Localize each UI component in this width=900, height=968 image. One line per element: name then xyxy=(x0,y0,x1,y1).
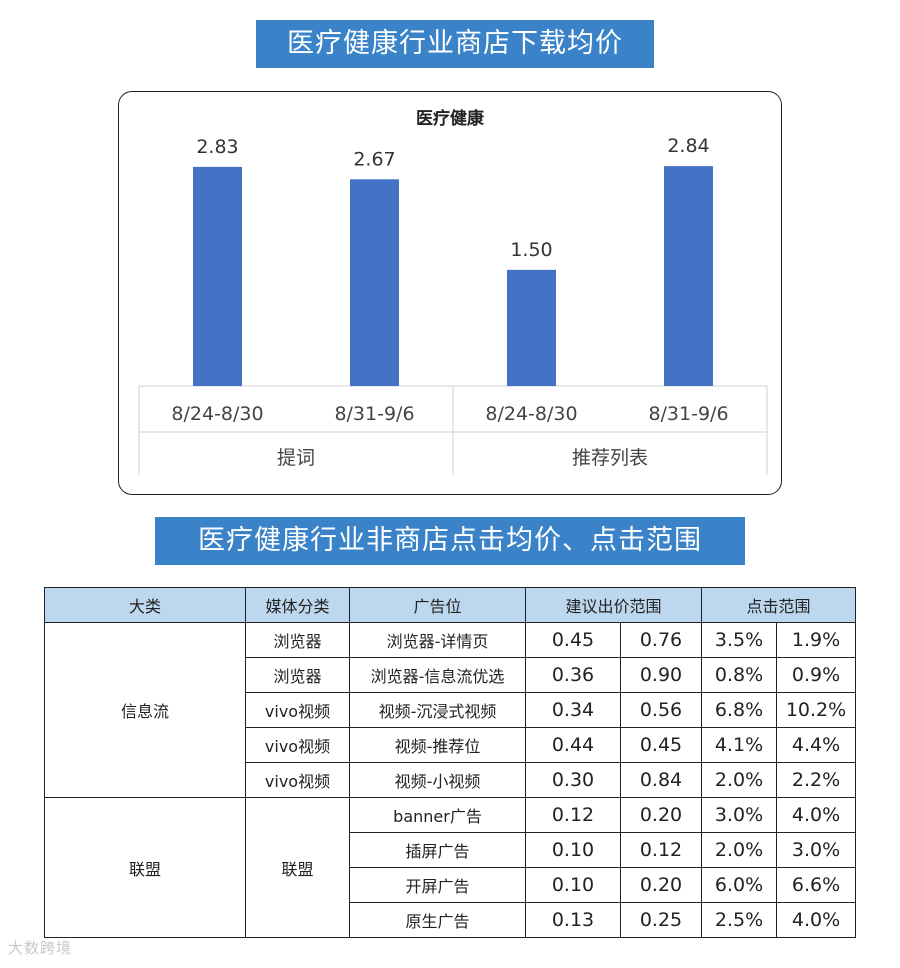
table-row: vivo视频 视频-沉浸式视频 0.34 0.56 6.8% 10.2% xyxy=(45,692,857,728)
ad-slot-cell: 浏览器-信息流优选 xyxy=(349,657,526,693)
ad-slot-cell: 视频-小视频 xyxy=(349,762,526,798)
x-tick-label: 8/24-8/30 xyxy=(485,403,577,425)
bid-high-cell: 0.20 xyxy=(619,797,703,833)
x-tick-label: 8/24-8/30 xyxy=(171,403,263,425)
chart-panel: 医疗健康 2.83 8/24-8/30 2.67 8/31-9/6 提词 1.50 8/24-… xyxy=(118,91,782,495)
category-cell: 信息流 xyxy=(44,622,246,798)
bid-high-cell: 0.20 xyxy=(619,867,703,903)
click-high-cell: 4.0% xyxy=(776,797,857,833)
group-label: 推荐列表 xyxy=(572,447,648,469)
media-cell: vivo视频 xyxy=(245,762,350,798)
media-cell: 浏览器 xyxy=(245,622,350,658)
media-cell: vivo视频 xyxy=(245,727,350,763)
bid-low-cell: 0.10 xyxy=(525,832,621,868)
bid-low-cell: 0.36 xyxy=(525,657,621,693)
bid-low-cell: 0.34 xyxy=(525,692,621,728)
click-high-cell: 2.2% xyxy=(776,762,857,798)
bid-high-cell: 0.56 xyxy=(619,692,703,728)
bar-value-label: 2.83 xyxy=(196,136,238,158)
click-price-table: 大类 媒体分类 广告位 建议出价范围 点击范围 信息流 浏览器 浏览器-详情页 0.4… xyxy=(44,587,857,938)
click-low-cell: 3.5% xyxy=(701,622,778,658)
click-low-cell: 2.5% xyxy=(701,902,778,938)
header-media: 媒体分类 xyxy=(245,587,350,623)
table-row: 信息流 浏览器 浏览器-详情页 0.45 0.76 3.5% 1.9% xyxy=(44,622,857,798)
media-cell: 浏览器 xyxy=(245,657,350,693)
click-high-cell: 4.0% xyxy=(776,902,857,938)
bid-high-cell: 0.76 xyxy=(619,622,703,658)
bar xyxy=(507,269,556,386)
table-row: 浏览器 浏览器-信息流优选 0.36 0.90 0.8% 0.9% xyxy=(45,657,857,693)
ad-slot-cell: 视频-沉浸式视频 xyxy=(349,692,526,728)
table-header-row: 大类 媒体分类 广告位 建议出价范围 点击范围 xyxy=(44,587,857,623)
bar-value-label: 2.84 xyxy=(667,135,709,157)
bar xyxy=(350,179,399,386)
table-row: vivo视频 视频-小视频 0.30 0.84 2.0% 2.2% xyxy=(45,762,857,798)
table-section-banner: 医疗健康行业非商店点击均价、点击范围 xyxy=(155,517,745,565)
table-row: 插屏广告 0.10 0.12 2.0% 3.0% xyxy=(45,832,857,868)
header-category: 大类 xyxy=(44,587,246,623)
click-low-cell: 0.8% xyxy=(701,657,778,693)
bid-low-cell: 0.44 xyxy=(525,727,621,763)
chart-title: 医疗健康 xyxy=(416,108,485,129)
bar-chart: 医疗健康 2.83 8/24-8/30 2.67 8/31-9/6 提词 1.50 8/24-… xyxy=(138,108,768,475)
bar xyxy=(193,166,242,386)
table-row: vivo视频 视频-推荐位 0.44 0.45 4.1% 4.4% xyxy=(45,727,857,763)
bar-value-label: 2.67 xyxy=(353,148,395,170)
chart-section-banner: 医疗健康行业商店下载均价 xyxy=(256,20,654,68)
bid-low-cell: 0.13 xyxy=(525,902,621,938)
bid-low-cell: 0.45 xyxy=(525,622,621,658)
header-click-range: 点击范围 xyxy=(701,587,857,623)
ad-slot-cell: 视频-推荐位 xyxy=(349,727,526,763)
click-low-cell: 3.0% xyxy=(701,797,778,833)
bid-low-cell: 0.10 xyxy=(525,867,621,903)
category-cell: 联盟 xyxy=(44,797,246,938)
x-tick-label: 8/31-9/6 xyxy=(334,403,414,425)
click-high-cell: 1.9% xyxy=(776,622,857,658)
table-row: 原生广告 0.13 0.25 2.5% 4.0% xyxy=(45,902,857,938)
watermark-logo: 大数跨境 xyxy=(8,939,73,957)
ad-slot-cell: 开屏广告 xyxy=(349,867,526,903)
click-high-cell: 0.9% xyxy=(776,657,857,693)
bid-high-cell: 0.45 xyxy=(619,727,703,763)
media-cell: 联盟 xyxy=(245,797,350,938)
ad-slot-cell: 浏览器-详情页 xyxy=(349,622,526,658)
bid-high-cell: 0.84 xyxy=(619,762,703,798)
click-low-cell: 6.0% xyxy=(701,867,778,903)
click-low-cell: 2.0% xyxy=(701,762,778,798)
bid-low-cell: 0.30 xyxy=(525,762,621,798)
click-low-cell: 6.8% xyxy=(701,692,778,728)
bid-low-cell: 0.12 xyxy=(525,797,621,833)
media-cell: vivo视频 xyxy=(245,692,350,728)
ad-slot-cell: 插屏广告 xyxy=(349,832,526,868)
bid-high-cell: 0.25 xyxy=(619,902,703,938)
ad-slot-cell: banner广告 xyxy=(349,797,526,833)
group-label: 提词 xyxy=(277,447,315,469)
ad-slot-cell: 原生广告 xyxy=(349,902,526,938)
click-high-cell: 6.6% xyxy=(776,867,857,903)
header-bid-range: 建议出价范围 xyxy=(524,587,703,623)
click-high-cell: 3.0% xyxy=(776,832,857,868)
click-low-cell: 2.0% xyxy=(701,832,778,868)
click-low-cell: 4.1% xyxy=(701,727,778,763)
bid-high-cell: 0.12 xyxy=(619,832,703,868)
click-high-cell: 4.4% xyxy=(776,727,857,763)
bar-value-label: 1.50 xyxy=(510,239,552,261)
table-row: 联盟 联盟 banner广告 0.12 0.20 3.0% 4.0% xyxy=(44,797,857,938)
bar xyxy=(664,166,713,386)
header-ad-slot: 广告位 xyxy=(349,587,526,623)
x-tick-label: 8/31-9/6 xyxy=(648,403,728,425)
click-high-cell: 10.2% xyxy=(776,692,857,728)
bid-high-cell: 0.90 xyxy=(619,657,703,693)
